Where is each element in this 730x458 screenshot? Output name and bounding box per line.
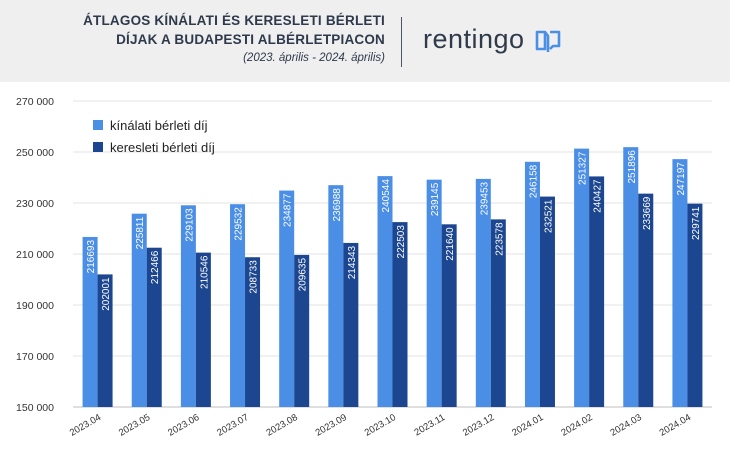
bar-value-label: 216693	[86, 240, 97, 274]
bar-value-label: 229103	[184, 208, 195, 242]
y-tick-label: 150 000	[16, 402, 54, 414]
bar-kinalati	[672, 159, 688, 407]
bar-keresleti	[343, 242, 359, 407]
bar-value-label: 212466	[150, 250, 161, 284]
bar-kinalati	[377, 176, 393, 407]
bar-value-label: 251327	[578, 151, 589, 185]
bar-value-label: 246158	[528, 164, 539, 198]
bar-value-label: 222503	[396, 225, 407, 259]
bar-kinalati	[426, 179, 442, 407]
x-tick-label: 2024.03	[609, 412, 644, 439]
x-tick-label: 2023.07	[215, 412, 250, 439]
bar-keresleti	[392, 222, 408, 407]
bar-kinalati	[82, 236, 98, 407]
x-tick-label: 2023.04	[68, 412, 103, 439]
brand-logo-text: rentingo	[423, 24, 525, 54]
y-tick-label: 210 000	[16, 249, 54, 261]
bar-kinalati	[279, 190, 295, 407]
x-tick-label: 2023.10	[363, 412, 398, 439]
x-tick-label: 2023.09	[314, 412, 349, 439]
x-tick-label: 2023.06	[166, 412, 201, 439]
bar-value-label: 202001	[101, 277, 112, 311]
bar-keresleti	[294, 254, 310, 407]
bar-kinalati	[230, 204, 246, 407]
bar-value-label: 239145	[430, 182, 441, 216]
bar-value-label: 240544	[381, 179, 392, 213]
chart-title-line-2: DÍJAK A BUDAPESTI ALBÉRLETPIACON	[116, 32, 385, 47]
bar-value-label: 234877	[283, 193, 294, 227]
x-tick-label: 2023.08	[264, 412, 299, 439]
bar-kinalati	[180, 205, 196, 407]
header-divider	[401, 17, 402, 67]
y-tick-label: 190 000	[16, 300, 54, 312]
bar-value-label: 233669	[642, 196, 653, 230]
bar-value-label: 229741	[691, 206, 702, 240]
bar-value-label: 214343	[347, 245, 358, 279]
bar-keresleti	[146, 247, 162, 407]
legend-swatch	[93, 142, 103, 152]
bar-value-label: 210546	[199, 255, 210, 289]
bar-kinalati	[574, 148, 590, 407]
bar-keresleti	[195, 252, 211, 407]
x-tick-label: 2024.02	[559, 412, 594, 439]
chart-title-line-1: ÁTLAGOS KÍNÁLATI ÉS KERESLETI BÉRLETI	[83, 13, 385, 28]
chart-subtitle: (2023. április - 2024. április)	[243, 52, 385, 64]
y-tick-label: 170 000	[16, 351, 54, 363]
brand-book-icon	[535, 30, 561, 52]
bar-kinalati	[623, 147, 639, 407]
bar-kinalati	[475, 178, 491, 407]
bar-series: 216693 202001 225811 212466 229103 210546 2295…	[82, 147, 703, 407]
bar-kinalati	[131, 213, 147, 407]
bar-value-label: 208733	[249, 260, 260, 294]
bar-keresleti	[589, 176, 605, 407]
y-axis-ticks: 150 000 170 000 190 000 210 000 230 000 250 0…	[16, 96, 54, 414]
x-tick-label: 2023.12	[461, 412, 496, 439]
y-tick-label: 250 000	[16, 147, 54, 159]
x-axis-ticks: 2023.04 2023.05 2023.06 2023.07 2023.08 2023.…	[68, 412, 693, 439]
bar-keresleti	[539, 196, 555, 407]
x-tick-label: 2023.11	[413, 412, 448, 438]
bar-value-label: 247197	[676, 162, 687, 196]
bar-value-label: 236988	[332, 188, 343, 222]
bar-value-label: 229532	[234, 207, 245, 241]
legend: kínálati bérleti díj keresleti bérleti dí…	[93, 118, 215, 155]
bar-keresleti	[97, 274, 113, 407]
x-tick-label: 2024.01	[510, 412, 545, 439]
bar-value-label: 209635	[298, 257, 309, 291]
bar-value-label: 240427	[593, 179, 604, 213]
chart-header: ÁTLAGOS KÍNÁLATI ÉS KERESLETI BÉRLETI DÍ…	[0, 0, 730, 82]
bar-value-label: 225811	[135, 216, 146, 249]
bar-kinalati	[524, 161, 540, 407]
y-tick-label: 270 000	[16, 96, 54, 108]
bar-keresleti	[638, 193, 654, 407]
bar-value-label: 239453	[479, 181, 490, 215]
bar-value-label: 232521	[543, 199, 554, 233]
bar-value-label: 223578	[494, 222, 505, 256]
bar-value-label: 251896	[627, 150, 638, 184]
x-tick-label: 2024.04	[658, 412, 693, 439]
bar-value-label: 221640	[445, 227, 456, 261]
legend-swatch	[93, 120, 103, 130]
bar-keresleti	[441, 224, 457, 407]
x-tick-label: 2023.05	[117, 412, 152, 439]
legend-label: keresleti bérleti díj	[110, 140, 215, 155]
bar-kinalati	[328, 185, 344, 407]
bar-keresleti	[687, 203, 703, 407]
legend-label: kínálati bérleti díj	[110, 118, 208, 133]
bar-keresleti	[245, 257, 261, 407]
bar-keresleti	[490, 219, 506, 407]
y-tick-label: 230 000	[16, 198, 54, 210]
